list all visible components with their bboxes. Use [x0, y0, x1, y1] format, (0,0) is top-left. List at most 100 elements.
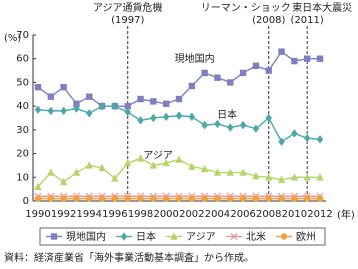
marker [278, 195, 285, 202]
marker [34, 195, 42, 202]
y-tick-label: 70 [16, 30, 29, 41]
marker [316, 195, 324, 202]
marker [175, 195, 183, 202]
x-tick-label: 1998 [128, 209, 153, 220]
marker [200, 164, 209, 173]
x-tick-label: 2002 [179, 209, 204, 220]
x-tick-label: 2000 [153, 209, 178, 220]
y-tick-label: 60 [16, 54, 29, 65]
marker [303, 195, 311, 202]
marker [201, 69, 208, 77]
marker [60, 195, 67, 202]
marker [124, 102, 131, 110]
marker [124, 107, 131, 117]
marker [137, 195, 144, 202]
marker [213, 168, 222, 176]
source-note: 資料：経済産業省「海外事業活動基本調査」から作成。 [4, 251, 254, 264]
y-tick-label: 20 [16, 149, 29, 160]
marker [214, 195, 221, 202]
marker [252, 171, 260, 180]
y-tick-label: 50 [16, 77, 29, 88]
legend-label: 日本 [136, 230, 156, 243]
marker [60, 106, 67, 116]
legend-box [39, 227, 326, 246]
x-tick-label: 2004 [205, 209, 230, 220]
series-inline-label: 現地国内 [175, 52, 215, 65]
event-name: リーマン・ショック [201, 2, 291, 14]
marker [60, 83, 67, 91]
marker [303, 55, 311, 62]
x-tick-label: 2008 [256, 209, 281, 220]
marker [265, 173, 273, 181]
marker [120, 232, 128, 241]
marker [278, 137, 285, 146]
marker [85, 161, 93, 169]
marker [98, 195, 106, 202]
y-axis-label: (%) [4, 33, 21, 44]
marker [280, 233, 288, 240]
y-tick-label: 30 [16, 125, 29, 136]
marker [86, 109, 93, 118]
marker [188, 82, 196, 90]
marker [50, 233, 58, 240]
marker [150, 195, 157, 202]
marker [162, 112, 170, 122]
marker [136, 154, 145, 162]
x-tick-label: 1994 [77, 209, 102, 220]
event-year: (2011) [291, 15, 324, 26]
series-inline-label: 日本 [217, 108, 237, 121]
legend-label: 現地国内 [66, 230, 106, 243]
marker [124, 195, 131, 202]
marker [303, 173, 311, 181]
legend-label: 欧州 [296, 231, 316, 243]
legend-label: アジア [186, 232, 216, 243]
marker [73, 104, 80, 113]
marker [252, 124, 260, 133]
marker [188, 162, 196, 170]
event-name: アジア通貨危機 [93, 1, 163, 14]
y-tick-label: 40 [16, 101, 29, 112]
marker [72, 168, 81, 176]
marker [175, 95, 183, 103]
marker [98, 163, 106, 171]
marker [239, 69, 247, 77]
marker [170, 232, 178, 240]
marker [316, 173, 324, 181]
marker [188, 195, 196, 202]
event-year: (1997) [111, 15, 144, 26]
marker [226, 168, 234, 176]
x-tick-label: 2006 [230, 209, 255, 220]
marker [239, 120, 247, 130]
y-tick-label: 10 [16, 172, 29, 183]
marker [47, 106, 55, 116]
x-tick-label: 1990 [25, 209, 50, 220]
marker [150, 98, 157, 105]
marker [290, 173, 299, 181]
marker [291, 129, 298, 138]
marker [239, 168, 247, 176]
y-tick-label: 0 [23, 196, 29, 207]
marker [137, 95, 144, 103]
marker [230, 232, 238, 241]
marker [73, 100, 80, 107]
marker [34, 83, 42, 91]
marker [252, 195, 260, 202]
marker [316, 135, 324, 144]
marker [47, 168, 55, 176]
marker [162, 158, 170, 167]
marker [316, 55, 324, 62]
x-tick-label: 2012 [307, 209, 332, 220]
marker [73, 195, 80, 202]
event-name: 東日本大震災 [292, 1, 352, 14]
marker [149, 161, 158, 169]
marker [86, 93, 93, 100]
x-axis-label: (年) [337, 208, 355, 221]
marker [291, 195, 298, 202]
marker [137, 116, 144, 125]
marker [214, 74, 221, 81]
marker [124, 158, 132, 167]
marker [98, 101, 106, 111]
marker [47, 195, 55, 202]
marker [278, 48, 285, 55]
marker [239, 195, 247, 202]
